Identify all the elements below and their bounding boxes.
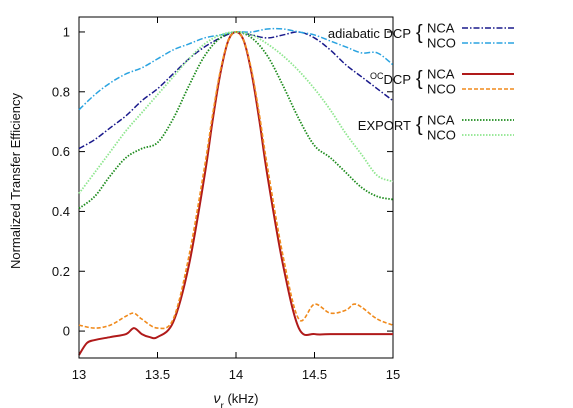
legend-group-label: OCDCP: [370, 71, 411, 87]
x-axis-label-symbol: ν: [213, 390, 220, 406]
x-tick-label: 13: [72, 367, 86, 382]
legend-group-prefix: OC: [370, 71, 384, 81]
y-tick-label: 0.4: [52, 204, 70, 219]
legend-entry-label: NCO: [427, 36, 456, 51]
legend-entry-label: NCA: [427, 21, 455, 36]
x-tick-label: 13.5: [145, 367, 170, 382]
legend-group-name: EXPORT: [358, 118, 411, 133]
legend-entry-label: NCO: [427, 128, 456, 143]
legend-group-name: DCP: [384, 72, 411, 87]
series-line-dcp-nca: [78, 30, 393, 356]
legend-entry-label: NCA: [427, 67, 455, 82]
x-axis-label: νr (kHz): [213, 390, 258, 408]
axes-layer: 13 13.5 14 14.5 15 0 0.2 0.4 0.6 0.8 1: [52, 17, 400, 382]
x-axis-label-unit: (kHz): [224, 391, 259, 406]
series-layer: [78, 27, 394, 356]
legend-group-name: adiabatic DCP: [328, 26, 411, 41]
series-line-export-nca: [78, 31, 394, 210]
x-tick-label: 14.5: [302, 367, 327, 382]
legend-entry-label: NCA: [427, 113, 455, 128]
x-axis-label-subscript: r: [220, 401, 224, 408]
legend-brace: {: [416, 68, 423, 90]
plot-border: [78, 16, 394, 359]
legend-brace: {: [416, 22, 423, 44]
y-tick-label: 0.2: [52, 264, 70, 279]
legend-group-label: adiabatic DCP: [328, 26, 411, 41]
legend-entry-label: NCO: [427, 82, 456, 97]
x-tick-label: 14: [229, 367, 243, 382]
series-line-export-nco: [78, 31, 394, 195]
y-axis-label: Normalized Transfer Efficiency: [8, 92, 23, 269]
plot-area: [78, 16, 394, 359]
legend-group-label: EXPORT: [358, 118, 411, 133]
y-tick-label: 0.8: [52, 84, 70, 99]
legend-brace: {: [416, 114, 423, 136]
series-line-dcp-nco: [78, 31, 394, 330]
x-tick-label: 15: [386, 367, 400, 382]
legend: adiabatic DCP{NCANCOOCDCP{NCANCOEXPORT{N…: [328, 21, 514, 143]
y-tick-label: 0: [63, 324, 70, 339]
y-tick-label: 0.6: [52, 144, 70, 159]
y-tick-label: 1: [63, 24, 70, 39]
